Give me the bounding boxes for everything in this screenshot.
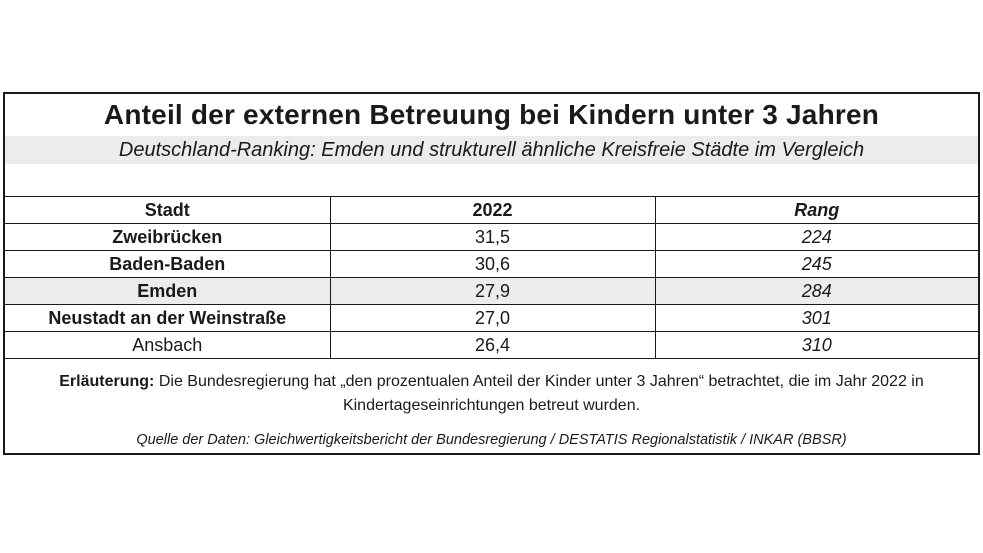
explanation-label: Erläuterung: [59,373,155,390]
city-cell: Neustadt an der Weinstraße [5,304,331,332]
value-cell: 26,4 [330,331,656,359]
city-cell: Ansbach [5,331,331,359]
value-cell: 27,9 [330,277,656,305]
column-header-year: 2022 [330,196,656,224]
column-header-rank: Rang [655,196,978,224]
rank-cell: 284 [655,277,978,305]
ranking-table: Stadt 2022 Rang Zweibrücken 31,5 224 Bad… [5,196,978,359]
ranking-table-wrapper: Stadt 2022 Rang Zweibrücken 31,5 224 Bad… [5,196,978,359]
rank-cell: 301 [655,304,978,332]
table-row: Baden-Baden 30,6 245 [5,250,978,278]
rank-cell: 245 [655,250,978,278]
city-cell: Baden-Baden [5,250,331,278]
table-card: Anteil der externen Betreuung bei Kinder… [3,92,980,455]
table-row: Ansbach 26,4 310 [5,331,978,359]
page-title: Anteil der externen Betreuung bei Kinder… [103,99,880,130]
explanation-text: Die Bundesregierung hat „den prozentuale… [158,373,924,414]
table-row: Zweibrücken 31,5 224 [5,223,978,251]
rank-cell: 310 [655,331,978,359]
city-cell: Zweibrücken [5,223,331,251]
value-cell: 30,6 [330,250,656,278]
source-citation: Quelle der Daten: Gleichwertigkeitsberic… [136,432,847,448]
page-subtitle: Deutschland-Ranking: Emden und strukture… [5,136,978,164]
table-header-row: Stadt 2022 Rang [5,196,978,224]
column-header-city: Stadt [5,196,331,224]
value-cell: 31,5 [330,223,656,251]
explanation-note: Erläuterung: Die Bundesregierung hat „de… [25,370,958,418]
rank-cell: 224 [655,223,978,251]
city-cell: Emden [5,277,331,305]
value-cell: 27,0 [330,304,656,332]
table-row: Neustadt an der Weinstraße 27,0 301 [5,304,978,332]
table-row-highlighted: Emden 27,9 284 [5,277,978,305]
